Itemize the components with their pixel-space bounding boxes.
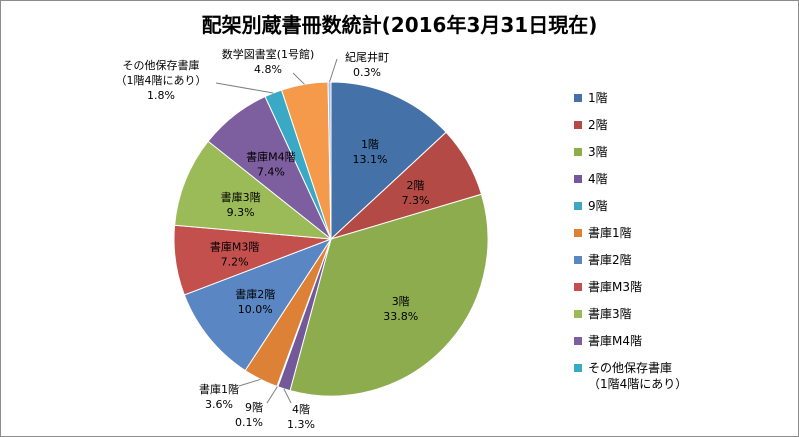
slice-label: 9階 0.1%: [235, 400, 263, 429]
slice-label: 数学図書室(1号館) 4.8%: [222, 47, 315, 76]
slice-label: 紀尾井町 0.3%: [345, 50, 389, 79]
legend-label: 1階: [588, 90, 608, 105]
legend-swatch: [574, 364, 582, 372]
chart-title: 配架別蔵書冊数統計(2016年3月31日現在): [201, 13, 598, 37]
legend-swatch: [574, 337, 582, 345]
legend-swatch: [574, 310, 582, 318]
slice-label: 1階 13.1%: [352, 137, 387, 166]
legend-swatch: [574, 175, 582, 183]
leader-line: [292, 72, 305, 85]
slice-label: 書庫2階 10.0%: [235, 287, 275, 316]
legend-label: 書庫M3階: [588, 279, 642, 294]
legend-swatch: [574, 148, 582, 156]
legend-swatch: [574, 256, 582, 264]
legend-label: 書庫2階: [588, 252, 632, 267]
slice-label: 書庫M4階 7.4%: [246, 149, 296, 178]
legend-swatch: [574, 229, 582, 237]
slice-label: 書庫1階 3.6%: [199, 382, 239, 411]
slice-label: 書庫3階 9.3%: [221, 190, 261, 219]
legend-swatch: [574, 202, 582, 210]
legend-label: 書庫3階: [588, 306, 632, 321]
slice-label: 3階 33.8%: [383, 294, 418, 323]
legend-swatch: [574, 283, 582, 291]
legend-label: 2階: [588, 117, 608, 132]
legend-label: 3階: [588, 144, 608, 159]
slice-label: 2階 7.3%: [402, 178, 430, 207]
legend-label: 書庫1階: [588, 225, 632, 240]
leader-line: [283, 388, 292, 404]
pie-slice: [330, 81, 447, 241]
legend-swatch: [574, 121, 582, 129]
legend-label: 4階: [588, 171, 608, 186]
slice-label: 書庫M3階 7.2%: [210, 239, 260, 268]
leader-line: [266, 386, 278, 404]
leader-line: [215, 82, 274, 94]
legend-label: 書庫M4階: [588, 333, 642, 348]
pie-slice: [327, 81, 332, 240]
pie-slice: [289, 193, 489, 397]
pie-slice: [174, 140, 333, 240]
leader-line: [238, 378, 261, 387]
pie-slice: [183, 237, 333, 372]
leader-line: [329, 58, 338, 83]
legend-swatch: [574, 94, 582, 102]
slice-label: その他保存書庫（1階4階にあり） 1.8%: [116, 58, 207, 102]
slice-label: 4階 1.3%: [287, 402, 315, 431]
legend-label: 9階: [588, 198, 608, 213]
legend-label: その他保存書庫（1階4階にあり）: [588, 361, 687, 391]
